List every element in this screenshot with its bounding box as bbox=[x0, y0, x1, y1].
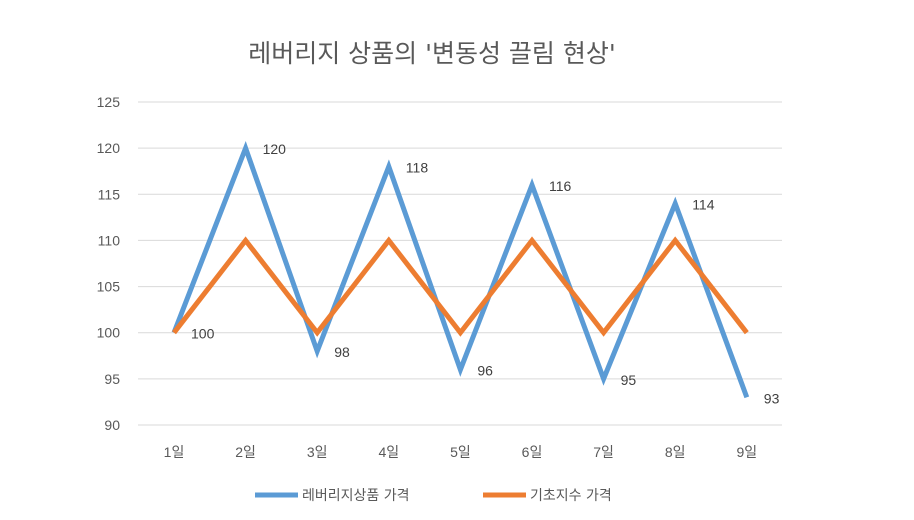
x-tick-label: 5일 bbox=[450, 444, 471, 460]
x-tick-label: 3일 bbox=[307, 444, 328, 460]
data-label: 118 bbox=[406, 160, 429, 176]
data-label: 100 bbox=[191, 326, 215, 342]
series-line-index bbox=[172, 236, 749, 337]
x-axis-ticks: 1일 2일 3일 4일 5일 6일 7일 8일 9일 bbox=[164, 444, 757, 460]
series-line-leverage bbox=[171, 140, 750, 399]
x-tick-label: 8일 bbox=[665, 444, 686, 460]
x-tick-label: 6일 bbox=[522, 444, 543, 460]
data-label: 98 bbox=[334, 344, 350, 360]
x-tick-label: 9일 bbox=[736, 444, 757, 460]
chart-title: 레버리지 상품의 '변동성 끌림 현상' bbox=[248, 39, 616, 68]
legend-label: 레버리지상품 가격 bbox=[302, 488, 410, 504]
y-tick-label: 100 bbox=[97, 325, 121, 341]
y-axis-ticks: 90 95 100 105 110 115 120 125 bbox=[97, 94, 121, 433]
data-label: 95 bbox=[621, 372, 637, 388]
data-label: 93 bbox=[764, 390, 780, 406]
data-label: 116 bbox=[549, 178, 572, 194]
data-label: 114 bbox=[692, 197, 715, 213]
series-lines bbox=[171, 140, 750, 399]
data-label: 120 bbox=[263, 141, 287, 157]
data-labels: 100 120 98 118 96 116 95 114 93 bbox=[191, 141, 780, 406]
legend-label: 기초지수 가격 bbox=[530, 488, 612, 504]
x-tick-label: 4일 bbox=[378, 444, 399, 460]
y-tick-label: 95 bbox=[104, 371, 120, 387]
y-tick-label: 110 bbox=[98, 232, 121, 248]
y-tick-label: 115 bbox=[98, 186, 121, 202]
gridlines bbox=[138, 101, 782, 426]
y-tick-label: 125 bbox=[97, 94, 121, 110]
y-tick-label: 105 bbox=[97, 279, 121, 295]
x-tick-label: 7일 bbox=[593, 444, 614, 460]
legend: 레버리지상품 가격 기초지수 가격 bbox=[255, 488, 612, 504]
y-tick-label: 90 bbox=[104, 417, 120, 433]
x-tick-label: 2일 bbox=[235, 444, 256, 460]
data-label: 96 bbox=[477, 363, 493, 379]
y-tick-label: 120 bbox=[97, 140, 121, 156]
x-tick-label: 1일 bbox=[164, 444, 185, 460]
